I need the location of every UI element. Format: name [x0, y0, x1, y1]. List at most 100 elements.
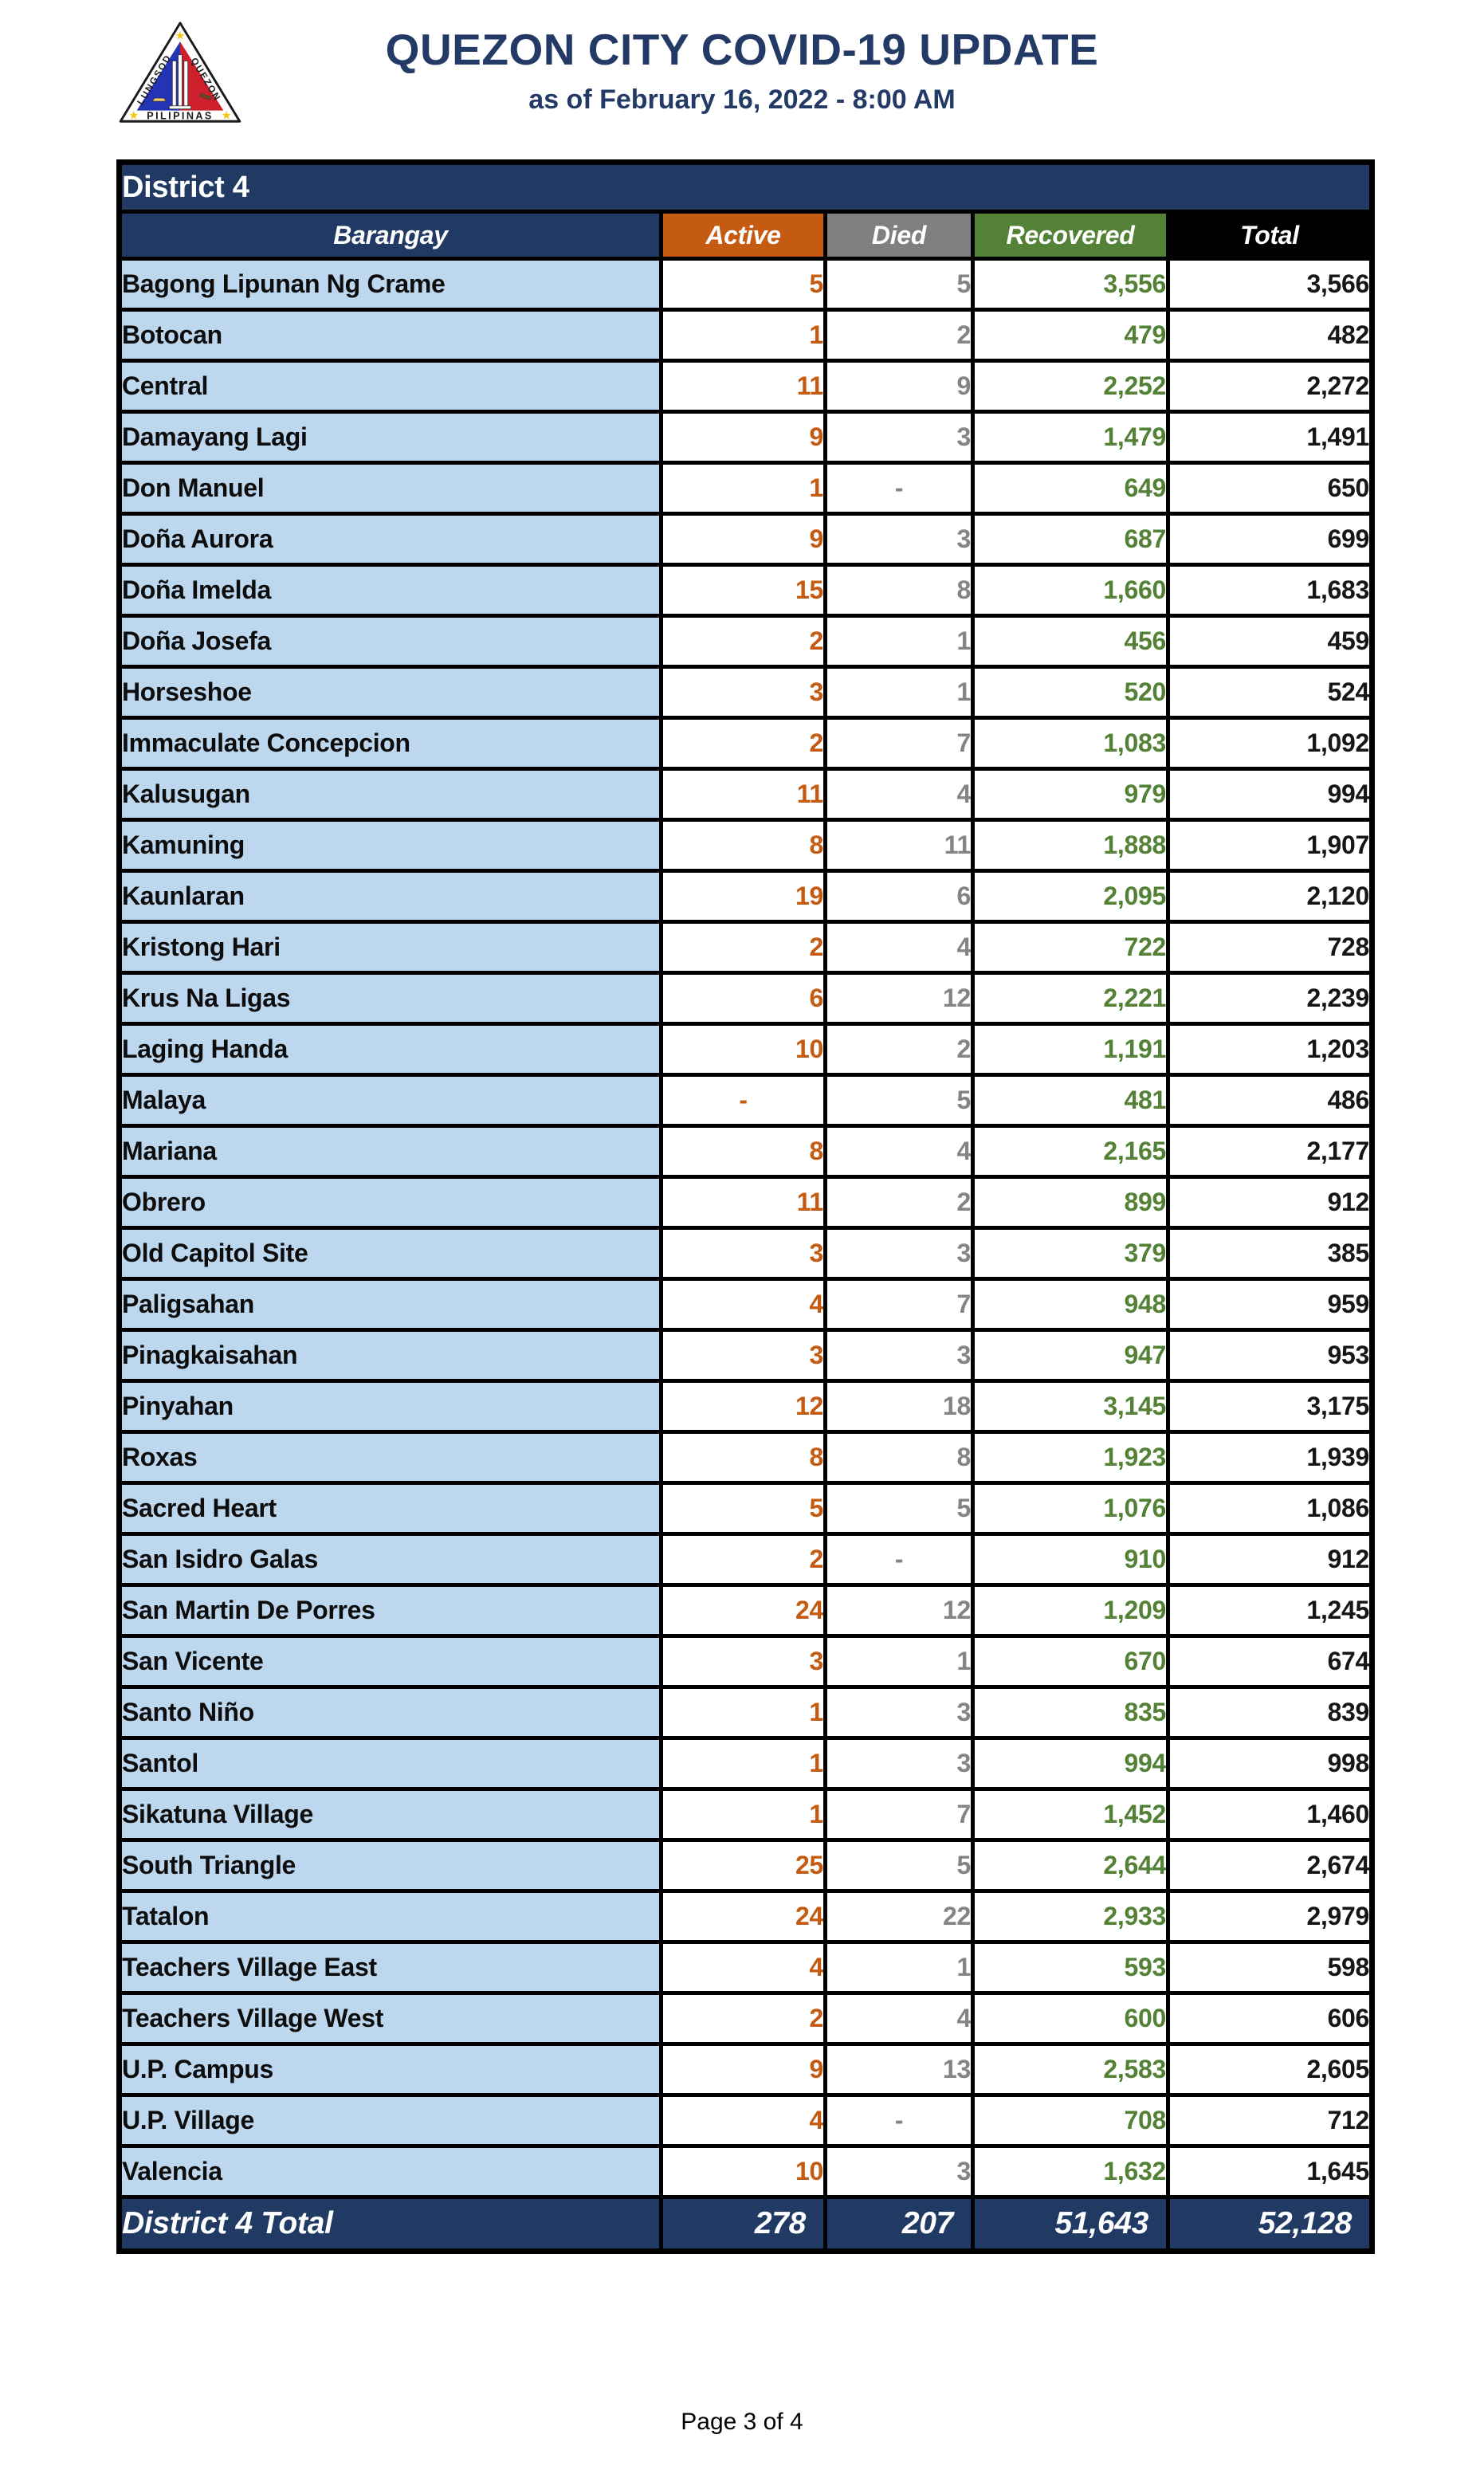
died-value-cell: 3 [823, 1685, 975, 1740]
total-value-cell: 998 [1165, 1736, 1375, 1791]
barangay-row: Sikatuna Village 1 7 1,452 1,460 [117, 1787, 1375, 1842]
died-value-cell: 3 [823, 410, 975, 465]
died-value-cell: - [823, 461, 975, 516]
total-active-value: 278 [659, 2195, 827, 2253]
barangay-name-cell: Central [117, 359, 663, 414]
barangay-name-cell: Kaunlaran [117, 869, 663, 924]
recovered-value-cell: 2,644 [971, 1838, 1170, 1893]
died-value-cell: - [823, 2093, 975, 2148]
died-value-cell: 3 [823, 512, 975, 567]
seal-monument [151, 54, 212, 110]
recovered-value-cell: 1,660 [971, 563, 1170, 618]
active-value-cell: 4 [659, 2093, 827, 2148]
barangay-row: Don Manuel 1-649 650 [117, 461, 1375, 516]
column-header-active: Active [659, 210, 827, 261]
recovered-value-cell: 722 [971, 920, 1170, 975]
recovered-value-cell: 687 [971, 512, 1170, 567]
total-value-cell: 959 [1165, 1277, 1375, 1332]
active-value-cell: 1 [659, 308, 827, 363]
total-value-cell: 1,203 [1165, 1022, 1375, 1077]
total-value-cell: 3,566 [1165, 257, 1375, 312]
barangay-name-cell: Botocan [117, 308, 663, 363]
column-header-row: Barangay Active Died Recovered Total [117, 210, 1375, 261]
active-value-cell: 5 [659, 1481, 827, 1536]
barangay-row: Doña Josefa 2 1 456 459 [117, 614, 1375, 669]
total-value-cell: 2,605 [1165, 2042, 1375, 2097]
died-value-cell: 3 [823, 1226, 975, 1281]
total-value-cell: 839 [1165, 1685, 1375, 1740]
barangay-row: Pinyahan 12 18 3,145 3,175 [117, 1379, 1375, 1434]
recovered-value-cell: 899 [971, 1175, 1170, 1230]
died-value-cell: 6 [823, 869, 975, 924]
barangay-name-cell: Laging Handa [117, 1022, 663, 1077]
total-value-cell: 953 [1165, 1328, 1375, 1383]
died-value-cell: 4 [823, 1991, 975, 2046]
recovered-value-cell: 2,252 [971, 359, 1170, 414]
quezon-city-seal-logo: ★ ★ ★ LUNGSOD QUEZON PILIPINAS [119, 22, 241, 123]
barangay-name-cell: Sacred Heart [117, 1481, 663, 1536]
barangay-row: Sacred Heart 5 5 1,076 1,086 [117, 1481, 1375, 1536]
barangay-row: Horseshoe 3 1 520 524 [117, 665, 1375, 720]
active-value-cell: 3 [659, 1328, 827, 1383]
column-header-barangay: Barangay [117, 210, 663, 261]
barangay-name-cell: South Triangle [117, 1838, 663, 1893]
total-value-cell: 1,092 [1165, 716, 1375, 771]
barangay-name-cell: U.P. Campus [117, 2042, 663, 2097]
died-value-cell: 3 [823, 1736, 975, 1791]
died-value-cell: 12 [823, 971, 975, 1026]
column-header-total: Total [1165, 210, 1375, 261]
recovered-value-cell: 3,145 [971, 1379, 1170, 1434]
svg-text:★: ★ [222, 109, 232, 122]
recovered-value-cell: 2,583 [971, 2042, 1170, 2097]
barangay-name-cell: Mariana [117, 1124, 663, 1179]
barangay-row: San Isidro Galas 2-910 912 [117, 1532, 1375, 1587]
died-value-cell: - [823, 1532, 975, 1587]
active-value-cell: 2 [659, 716, 827, 771]
recovered-value-cell: 481 [971, 1073, 1170, 1128]
total-value-cell: 3,175 [1165, 1379, 1375, 1434]
active-value-cell: 8 [659, 818, 827, 873]
barangay-name-cell: Don Manuel [117, 461, 663, 516]
barangay-name-cell: Doña Josefa [117, 614, 663, 669]
barangay-row: Tatalon 24 22 2,933 2,979 [117, 1889, 1375, 1944]
total-value-cell: 1,491 [1165, 410, 1375, 465]
barangay-name-cell: Obrero [117, 1175, 663, 1230]
svg-text:★: ★ [175, 29, 185, 42]
recovered-value-cell: 1,209 [971, 1583, 1170, 1638]
barangay-row: San Martin De Porres 24 12 1,209 1,245 [117, 1583, 1375, 1638]
barangay-row: Kalusugan 11 4 979 994 [117, 767, 1375, 822]
active-value-cell: 10 [659, 2144, 827, 2199]
recovered-value-cell: 649 [971, 461, 1170, 516]
active-value-cell: 1 [659, 1736, 827, 1791]
total-value-cell: 598 [1165, 1940, 1375, 1995]
active-value-cell: 3 [659, 665, 827, 720]
recovered-value-cell: 1,452 [971, 1787, 1170, 1842]
active-value-cell: 8 [659, 1124, 827, 1179]
seal-banner-text: PILIPINAS [147, 110, 214, 121]
seal-red-half [180, 41, 224, 111]
active-value-cell: 6 [659, 971, 827, 1026]
active-value-cell: 1 [659, 461, 827, 516]
active-value-cell: 15 [659, 563, 827, 618]
barangay-row: Botocan 1 2 479 482 [117, 308, 1375, 363]
recovered-value-cell: 456 [971, 614, 1170, 669]
page-number: Page 3 of 4 [681, 2409, 803, 2435]
recovered-value-cell: 2,221 [971, 971, 1170, 1026]
recovered-value-cell: 835 [971, 1685, 1170, 1740]
barangay-row: Krus Na Ligas 6 12 2,221 2,239 [117, 971, 1375, 1026]
recovered-value-cell: 1,632 [971, 2144, 1170, 2199]
barangay-name-cell: Teachers Village West [117, 1991, 663, 2046]
total-value-cell: 524 [1165, 665, 1375, 720]
recovered-value-cell: 600 [971, 1991, 1170, 2046]
total-row-label: District 4 Total [117, 2195, 663, 2253]
barangay-name-cell: Doña Imelda [117, 563, 663, 618]
total-total-value: 52,128 [1165, 2195, 1375, 2253]
barangay-row: Damayang Lagi 9 3 1,479 1,491 [117, 410, 1375, 465]
died-value-cell: 9 [823, 359, 975, 414]
barangay-row: Obrero 11 2 899 912 [117, 1175, 1375, 1230]
barangay-name-cell: U.P. Village [117, 2093, 663, 2148]
barangay-name-cell: Krus Na Ligas [117, 971, 663, 1026]
total-value-cell: 2,239 [1165, 971, 1375, 1026]
total-value-cell: 674 [1165, 1634, 1375, 1689]
barangay-name-cell: Sikatuna Village [117, 1787, 663, 1842]
